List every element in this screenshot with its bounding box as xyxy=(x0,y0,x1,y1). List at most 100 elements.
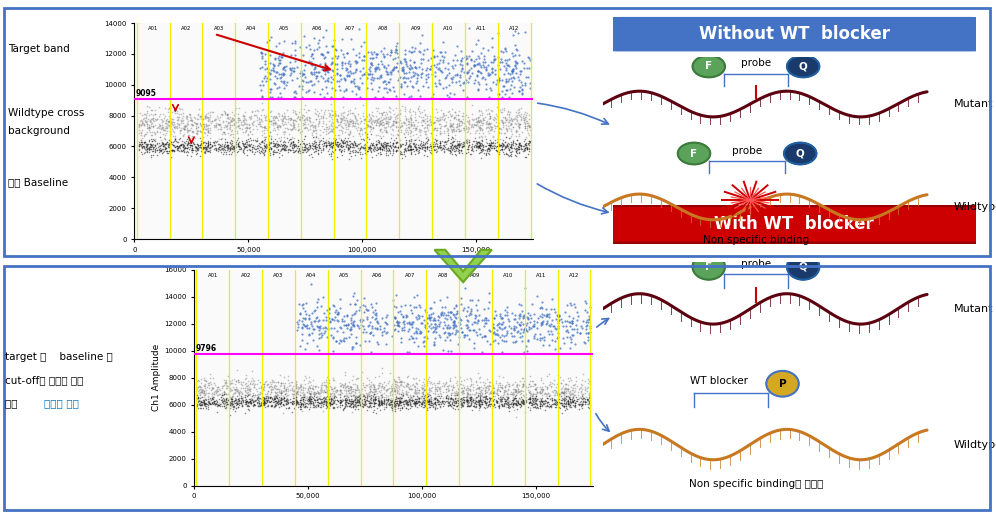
Point xyxy=(139,102,155,111)
Point xyxy=(376,123,392,132)
Point xyxy=(550,322,566,330)
Point xyxy=(377,64,393,72)
Point xyxy=(256,111,272,119)
Point xyxy=(379,151,395,159)
Point xyxy=(468,121,484,129)
Point xyxy=(577,385,593,393)
Point xyxy=(258,113,274,121)
Point xyxy=(413,389,429,397)
Point xyxy=(401,123,417,131)
Point xyxy=(151,145,167,154)
Point xyxy=(418,379,434,388)
Point xyxy=(391,110,407,118)
Point xyxy=(162,146,178,155)
Point xyxy=(577,376,593,384)
Point xyxy=(521,115,537,123)
Point xyxy=(470,397,486,406)
Point xyxy=(258,396,274,405)
Point xyxy=(189,145,205,154)
Point xyxy=(231,121,247,130)
Point xyxy=(323,395,339,403)
Point xyxy=(237,115,253,123)
Point xyxy=(382,138,398,146)
Point xyxy=(471,399,487,408)
Point xyxy=(197,141,213,150)
Point xyxy=(278,397,294,405)
Point xyxy=(374,115,390,123)
Point xyxy=(394,378,410,386)
Point xyxy=(416,393,432,401)
Point xyxy=(406,389,422,397)
Point xyxy=(422,396,438,405)
Point xyxy=(410,393,426,401)
Point xyxy=(325,143,341,151)
Point xyxy=(322,145,338,153)
Point xyxy=(198,114,214,122)
Point xyxy=(288,380,304,389)
Point xyxy=(211,395,227,403)
Point xyxy=(491,125,507,133)
Point xyxy=(451,126,467,135)
Point xyxy=(426,316,442,324)
Point xyxy=(463,143,479,151)
Point xyxy=(346,292,362,300)
Point xyxy=(470,116,486,124)
Point xyxy=(371,393,386,401)
Point xyxy=(279,394,295,402)
Point xyxy=(298,322,314,331)
Point xyxy=(365,392,380,400)
Point xyxy=(419,64,435,72)
Point xyxy=(438,137,454,145)
Point xyxy=(468,378,484,386)
Point xyxy=(354,318,370,326)
Point xyxy=(275,399,291,408)
Point xyxy=(505,400,521,409)
Point xyxy=(378,391,394,399)
Point xyxy=(423,324,439,332)
Point xyxy=(565,381,581,389)
Point xyxy=(405,68,421,77)
Point xyxy=(414,400,430,408)
Point xyxy=(290,398,306,407)
Point xyxy=(315,386,331,394)
Point xyxy=(322,318,338,326)
Point xyxy=(507,388,523,396)
Point xyxy=(292,310,308,318)
Point xyxy=(453,395,469,403)
Point xyxy=(219,111,235,119)
Point xyxy=(305,393,321,401)
Point xyxy=(231,400,247,409)
Point xyxy=(262,393,278,401)
Point xyxy=(337,138,353,146)
Point xyxy=(413,399,429,407)
Point xyxy=(332,390,348,398)
Point xyxy=(377,145,393,153)
Point xyxy=(418,393,434,401)
Point xyxy=(418,78,434,86)
Point xyxy=(491,119,507,127)
Point xyxy=(472,393,488,401)
Point xyxy=(468,139,484,148)
Point xyxy=(250,401,266,410)
Point xyxy=(429,405,445,413)
Point xyxy=(259,401,275,410)
Point xyxy=(304,58,320,66)
Point xyxy=(343,325,359,334)
Point xyxy=(382,398,398,407)
Point xyxy=(306,324,322,333)
Point xyxy=(257,116,273,124)
Point xyxy=(283,121,299,130)
Point xyxy=(394,404,410,412)
Point xyxy=(314,65,330,73)
Point xyxy=(513,141,529,149)
Point xyxy=(489,76,505,84)
Point xyxy=(482,114,498,122)
Point xyxy=(328,140,344,148)
Point xyxy=(302,117,318,125)
Point xyxy=(313,60,329,68)
Point xyxy=(406,136,422,144)
Point xyxy=(378,399,394,408)
Point xyxy=(408,135,424,143)
Point xyxy=(193,397,209,406)
Point xyxy=(316,397,332,405)
